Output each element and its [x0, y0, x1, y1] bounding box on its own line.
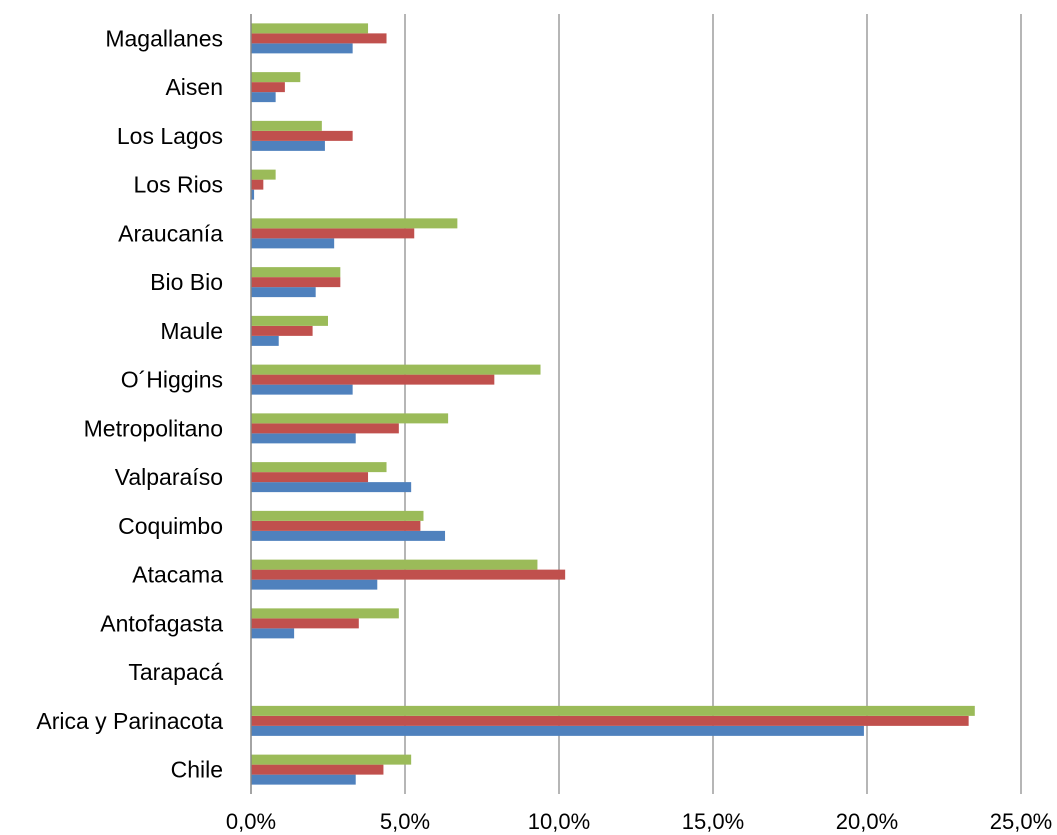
bar [251, 413, 449, 424]
bar [251, 364, 541, 375]
category-label: Coquimbo [118, 513, 223, 539]
bar [251, 608, 399, 619]
x-tick-label: 15,0% [682, 809, 744, 834]
x-tick-label: 5,0% [380, 809, 430, 834]
bar [251, 130, 353, 141]
bar [251, 774, 356, 785]
x-tick-label: 20,0% [836, 809, 898, 834]
x-tick-labels: 0,0% 5,0% 10,0% 15,0% 20,0% 25,0% [226, 809, 1052, 834]
bar [251, 92, 276, 103]
bar [251, 520, 421, 531]
category-label: Metropolitano [84, 415, 223, 441]
bar [251, 218, 458, 229]
category-labels: Chile Arica y Parinacota Tarapacá Antofagas… [36, 25, 223, 782]
bar [251, 579, 378, 590]
bar [251, 569, 566, 580]
bar [251, 715, 969, 726]
bar [251, 43, 353, 54]
bar [251, 267, 341, 278]
x-tick-label: 25,0% [990, 809, 1052, 834]
bar [251, 140, 325, 151]
bar [251, 82, 285, 93]
bar [251, 482, 412, 493]
bar [251, 423, 399, 434]
bar [251, 169, 276, 180]
bar [251, 33, 387, 44]
bar [251, 120, 322, 131]
category-label: O´Higgins [121, 367, 223, 393]
category-label: Magallanes [105, 25, 223, 51]
bar [251, 433, 356, 444]
category-label: Atacama [132, 562, 223, 588]
x-tick-label: 10,0% [528, 809, 590, 834]
bar [251, 228, 415, 239]
bar [251, 628, 295, 639]
bar [251, 335, 279, 346]
bar [251, 72, 301, 83]
bar [251, 510, 424, 521]
category-label: Arica y Parinacota [36, 708, 223, 734]
bar [251, 374, 495, 385]
category-label: Chile [171, 757, 223, 783]
bar [251, 618, 359, 629]
category-label: Tarapacá [128, 659, 223, 685]
x-tick-label: 0,0% [226, 809, 276, 834]
bar [251, 287, 316, 298]
bar [251, 315, 328, 326]
bar [251, 725, 864, 736]
bar [251, 530, 446, 541]
category-label: Araucanía [118, 220, 223, 246]
category-label: Maule [160, 318, 223, 344]
category-label: Antofagasta [100, 610, 223, 636]
bar [251, 325, 313, 336]
bar [251, 705, 975, 716]
bar [251, 764, 384, 775]
category-label: Valparaíso [115, 464, 223, 490]
category-label: Bio Bio [150, 269, 223, 295]
bars [251, 23, 975, 785]
bar [251, 277, 341, 288]
gridlines [404, 14, 1022, 794]
bar [251, 23, 369, 34]
bar [251, 189, 255, 200]
bar [251, 384, 353, 395]
bar [251, 754, 412, 765]
bar [251, 559, 538, 570]
bar [251, 179, 264, 190]
category-label: Los Rios [134, 172, 223, 198]
bar [251, 472, 369, 483]
category-label: Los Lagos [117, 123, 223, 149]
category-label: Aisen [165, 74, 223, 100]
bar [251, 462, 387, 473]
bar [251, 238, 335, 249]
